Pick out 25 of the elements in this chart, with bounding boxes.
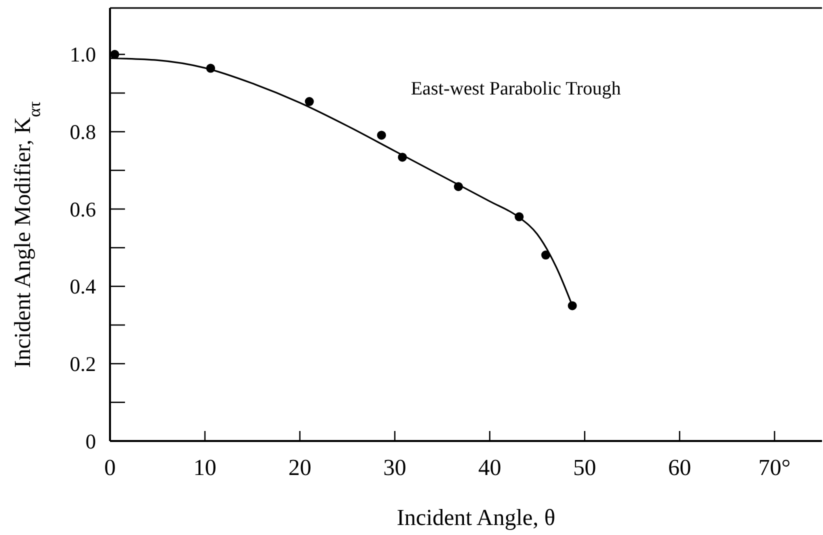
x-tick-label: 0 xyxy=(104,455,116,480)
x-tick-label: 20 xyxy=(288,455,312,480)
y-tick-label: 0.2 xyxy=(70,352,96,376)
point xyxy=(541,250,550,260)
x-tick-label: 40 xyxy=(478,455,502,480)
x-tick-label: 50 xyxy=(573,455,596,480)
x-tick-label: 10 xyxy=(193,455,216,480)
y-tick-label: 0.4 xyxy=(70,274,96,299)
point xyxy=(377,130,386,140)
x-tick-label: 70° xyxy=(758,455,791,480)
x-tick-label: 60 xyxy=(668,455,692,480)
y-tick-label: 1.0 xyxy=(70,42,96,67)
point xyxy=(514,212,524,222)
point xyxy=(206,64,216,73)
x-axis-title: Incident Angle, θ xyxy=(396,505,556,530)
y-tick-label: 0.6 xyxy=(70,197,96,222)
x-tick-label: 30 xyxy=(383,455,406,480)
point xyxy=(398,152,407,162)
point xyxy=(454,182,463,192)
point xyxy=(110,50,120,59)
annotation: East-west Parabolic Trough xyxy=(410,78,622,100)
y-tick-label: 0 xyxy=(86,429,96,454)
point xyxy=(568,301,577,310)
point xyxy=(304,97,314,106)
y-tick-label: 0.8 xyxy=(70,120,96,144)
